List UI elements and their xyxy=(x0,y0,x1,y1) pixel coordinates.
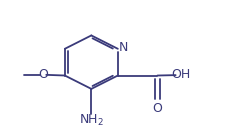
Text: O: O xyxy=(38,68,48,81)
Text: N: N xyxy=(118,41,128,54)
Text: O: O xyxy=(152,102,162,115)
Text: OH: OH xyxy=(171,68,190,81)
Text: NH$_2$: NH$_2$ xyxy=(79,113,103,128)
